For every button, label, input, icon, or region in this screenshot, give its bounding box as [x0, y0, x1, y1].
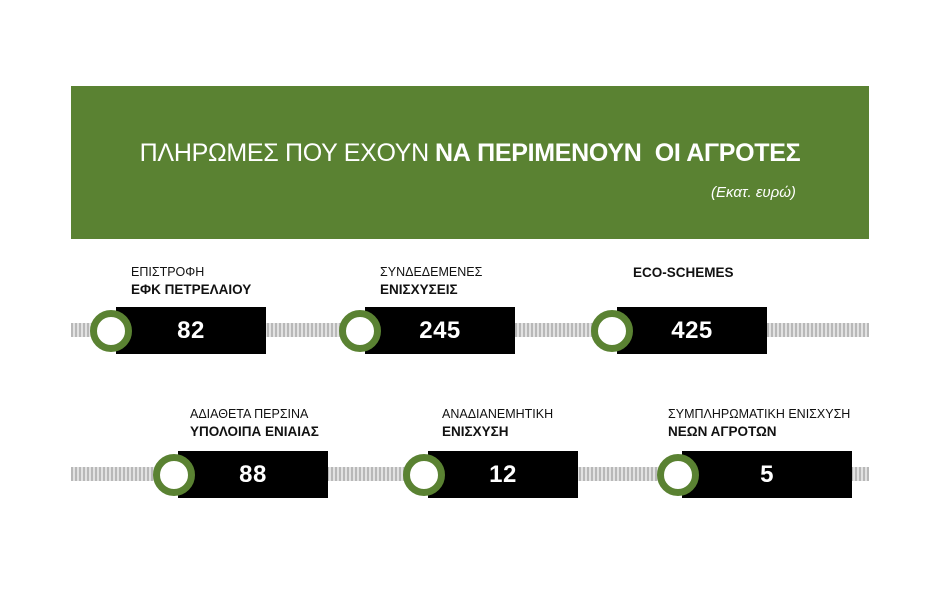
item-label-line2: ΕΦΚ ΠΕΤΡΕΛΑΙΟΥ — [131, 282, 252, 297]
circle-marker-6 — [657, 454, 699, 496]
circle-marker-3 — [591, 310, 633, 352]
item-label-2: ΣΥΝΔΕΔΕΜΕΝΕΣ ΕΝΙΣΧΥΣΕΙΣ — [380, 264, 482, 298]
item-label-line1: ΑΔΙΑΘΕΤΑ ΠΕΡΣΙΝΑ — [190, 407, 309, 421]
value-box-4: 88 — [178, 451, 328, 498]
value-box-2: 245 — [365, 307, 515, 354]
circle-marker-4 — [153, 454, 195, 496]
value-4: 88 — [239, 460, 267, 488]
item-label-5: ΑΝΑΔΙΑΝΕΜΗΤΙΚΗ ΕΝΙΣΧΥΣΗ — [442, 406, 553, 440]
item-label-line2: ΥΠΟΛΟΙΠΑ ΕΝΙΑΙΑΣ — [190, 424, 319, 439]
value-2: 245 — [419, 316, 461, 344]
item-label-line2: ΕΝΙΣΧΥΣΕΙΣ — [380, 282, 458, 297]
item-label-line2: ECO-SCHEMES — [633, 265, 734, 280]
item-label-1: ΕΠΙΣΤΡΟΦΗ ΕΦΚ ΠΕΤΡΕΛΑΙΟΥ — [131, 264, 251, 298]
unit-subtitle: (Εκατ. ευρώ) — [711, 184, 796, 201]
value-box-5: 12 — [428, 451, 578, 498]
value-1: 82 — [177, 316, 205, 344]
item-label-line1: ΣΥΝΔΕΔΕΜΕΝΕΣ — [380, 265, 483, 279]
circle-marker-1 — [90, 310, 132, 352]
page-title: ΠΛΗΡΩΜΕΣ ΠΟΥ ΕΧΟΥΝ ΝΑ ΠΕΡΙΜΕΝΟΥΝ ΟΙ ΑΓΡΟΤ… — [71, 139, 869, 168]
value-5: 12 — [489, 460, 517, 488]
value-box-3: 425 — [617, 307, 767, 354]
title-light: ΠΛΗΡΩΜΕΣ ΠΟΥ ΕΧΟΥΝ — [139, 139, 430, 167]
title-bold: ΝΑ ΠΕΡΙΜΕΝΟΥΝ ΟΙ ΑΓΡΟΤΕΣ — [434, 139, 801, 167]
value-3: 425 — [671, 316, 713, 344]
value-6: 5 — [760, 460, 774, 488]
value-box-6: 5 — [682, 451, 852, 498]
item-label-line1: ΣΥΜΠΛΗΡΩΜΑΤΙΚΗ ΕΝΙΣΧΥΣΗ — [668, 407, 851, 421]
item-label-line1: ΑΝΑΔΙΑΝΕΜΗΤΙΚΗ — [442, 407, 554, 421]
item-label-line2: ΕΝΙΣΧΥΣΗ — [442, 424, 509, 439]
circle-marker-5 — [403, 454, 445, 496]
item-label-3: ECO-SCHEMES — [633, 264, 734, 281]
item-label-line1: ΕΠΙΣΤΡΟΦΗ — [131, 265, 205, 279]
item-label-6: ΣΥΜΠΛΗΡΩΜΑΤΙΚΗ ΕΝΙΣΧΥΣΗ ΝΕΩΝ ΑΓΡΟΤΩΝ — [668, 406, 850, 440]
circle-marker-2 — [339, 310, 381, 352]
item-label-4: ΑΔΙΑΘΕΤΑ ΠΕΡΣΙΝΑ ΥΠΟΛΟΙΠΑ ΕΝΙΑΙΑΣ — [190, 406, 319, 440]
item-label-line2: ΝΕΩΝ ΑΓΡΟΤΩΝ — [668, 424, 777, 439]
value-box-1: 82 — [116, 307, 266, 354]
title-banner: ΠΛΗΡΩΜΕΣ ΠΟΥ ΕΧΟΥΝ ΝΑ ΠΕΡΙΜΕΝΟΥΝ ΟΙ ΑΓΡΟΤ… — [71, 86, 869, 239]
